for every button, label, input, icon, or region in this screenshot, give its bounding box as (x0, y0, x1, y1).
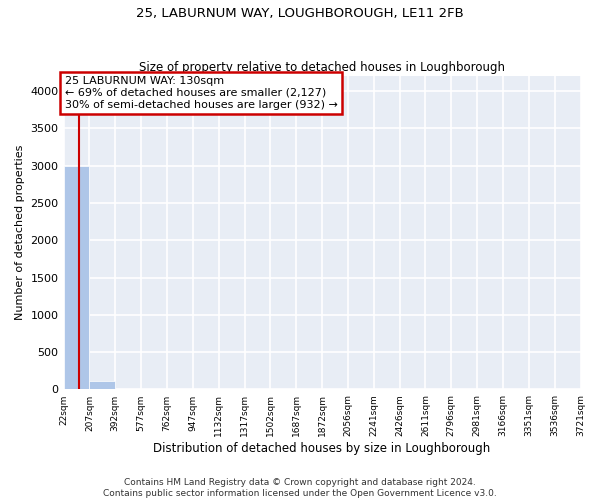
Bar (64, 166, 89, 390)
Bar (89, 382, 115, 390)
Title: Size of property relative to detached houses in Loughborough: Size of property relative to detached ho… (139, 60, 505, 74)
Text: Contains HM Land Registry data © Crown copyright and database right 2024.
Contai: Contains HM Land Registry data © Crown c… (103, 478, 497, 498)
Text: 25 LABURNUM WAY: 130sqm
← 69% of detached houses are smaller (2,127)
30% of semi: 25 LABURNUM WAY: 130sqm ← 69% of detache… (65, 76, 337, 110)
Y-axis label: Number of detached properties: Number of detached properties (15, 145, 25, 320)
Text: 25, LABURNUM WAY, LOUGHBOROUGH, LE11 2FB: 25, LABURNUM WAY, LOUGHBOROUGH, LE11 2FB (136, 8, 464, 20)
X-axis label: Distribution of detached houses by size in Loughborough: Distribution of detached houses by size … (154, 442, 491, 455)
